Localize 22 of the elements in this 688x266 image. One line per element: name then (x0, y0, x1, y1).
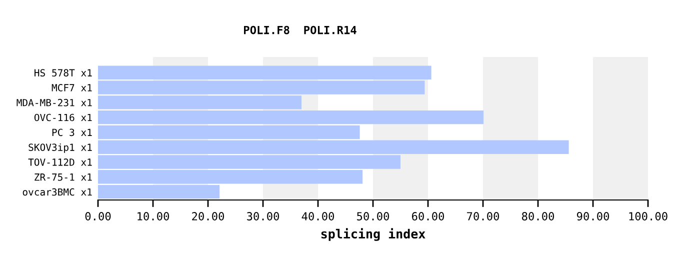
y-tick-label: OVC-116 x1 (34, 114, 92, 122)
y-tick-label: ZR-75-1 x1 (34, 174, 92, 181)
x-tick-label: 90.00 (576, 212, 610, 220)
x-tick-label: 40.00 (302, 212, 334, 220)
y-tick-label: SKOV3ip1 x1 (28, 143, 92, 153)
y-tick-label: PC 3 x1 (52, 128, 92, 136)
x-axis-title: splicing index (321, 228, 426, 241)
x-tick-label: 50.00 (357, 212, 390, 220)
x-tick-label: 0.00 (85, 212, 111, 220)
y-tick-label: MDA-MB-231 x1 (16, 98, 92, 106)
x-tick-label: 10.00 (138, 212, 170, 220)
x-tick-label: 60.00 (412, 212, 444, 220)
y-tick-label: ovcar3BMC x1 (22, 188, 92, 196)
chart-title: POLI.F8 POLI.R14 (244, 26, 356, 34)
x-tick-label: 30.00 (247, 212, 280, 220)
x-tick-label: 70.00 (467, 212, 500, 220)
y-tick-label: TOV-112D x1 (28, 158, 92, 166)
x-tick-label: 80.00 (522, 212, 554, 220)
y-tick-label: MCF7 x1 (52, 84, 92, 92)
x-tick-label: 20.00 (192, 212, 224, 220)
y-tick-label: HS 578T x1 (34, 69, 92, 76)
x-tick-label: 100.00 (629, 212, 668, 220)
